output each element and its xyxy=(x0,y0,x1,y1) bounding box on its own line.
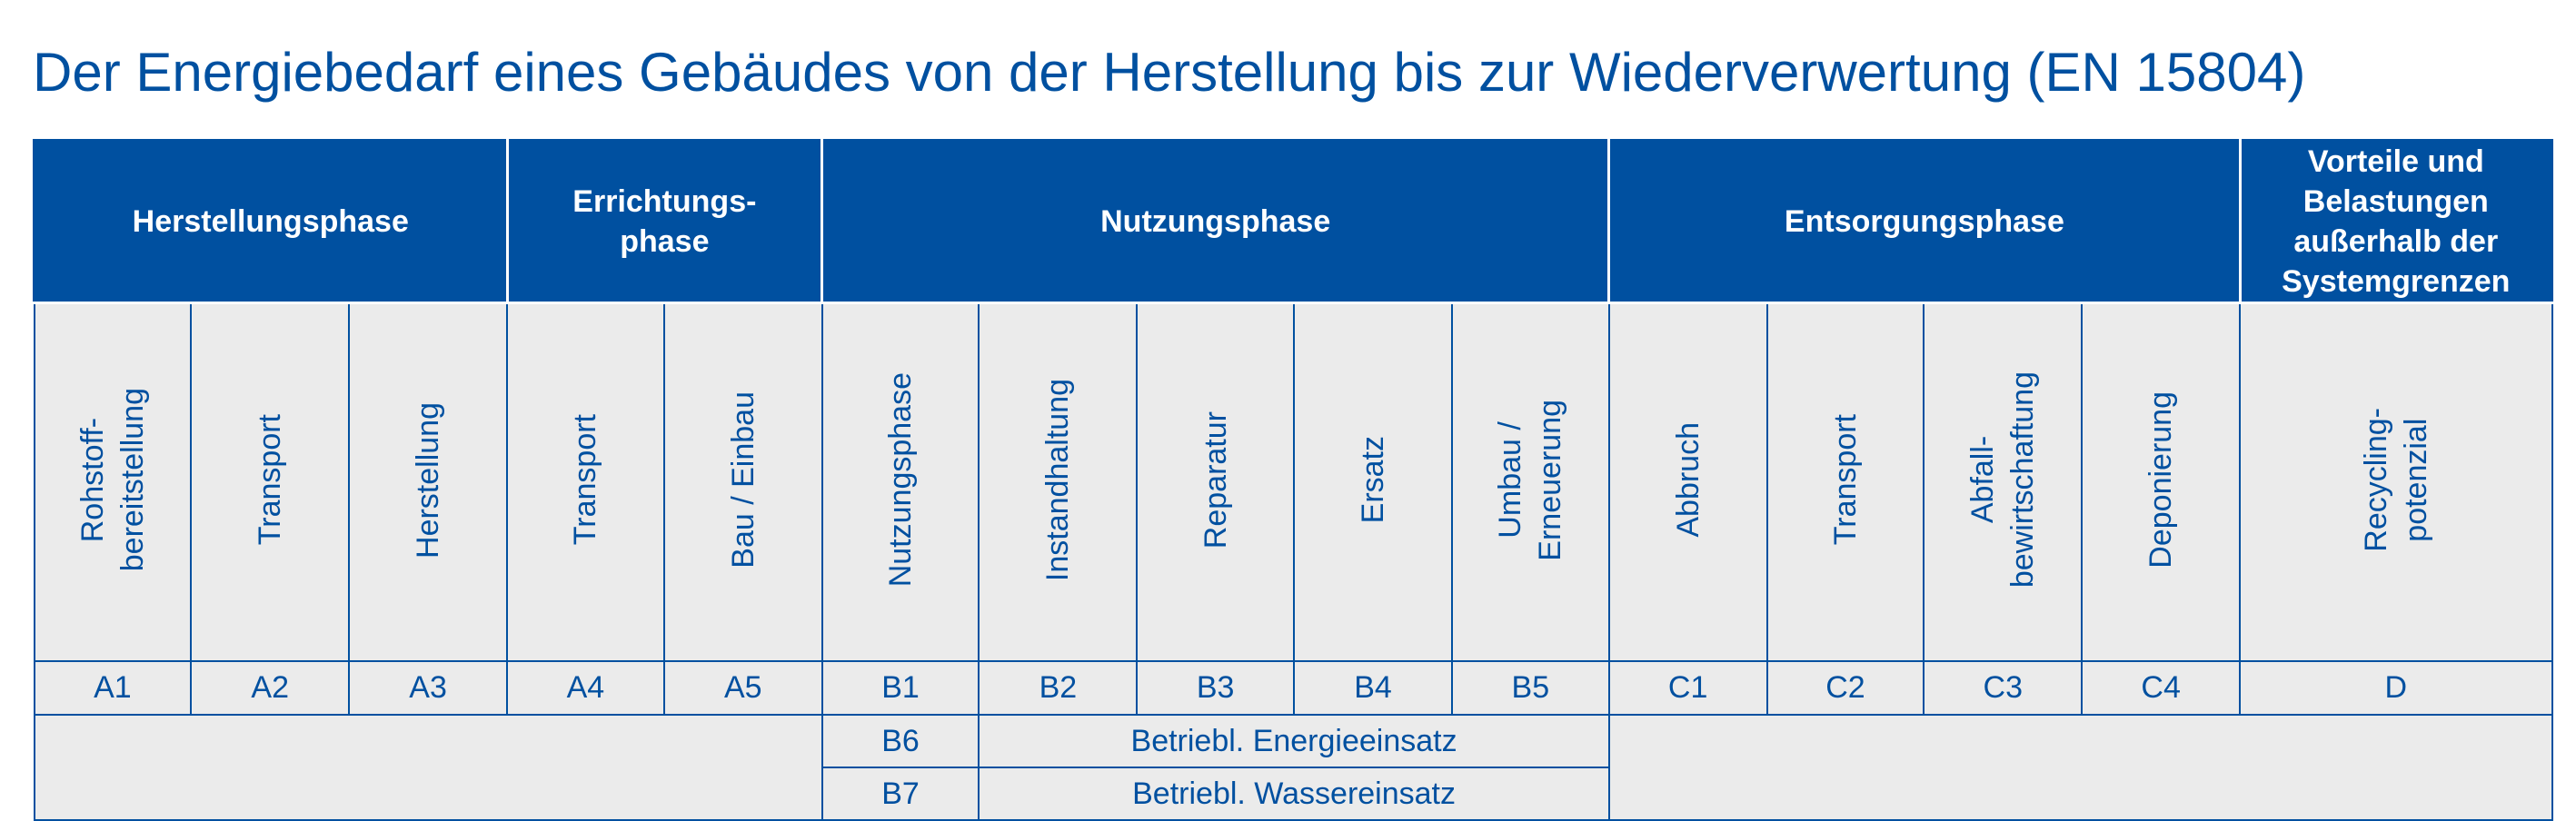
module-code-row: A1 A2 A3 A4 A5 B1 B2 B3 B4 B5 C1 C2 C3 C… xyxy=(33,660,2553,716)
phase-header: Entsorgungsphase xyxy=(1607,139,2242,304)
module-name: Ersatz xyxy=(1355,436,1390,524)
module-name: Recycling- potenzial xyxy=(2358,408,2433,552)
module-name-cell: Transport xyxy=(1765,302,1925,662)
module-code: B2 xyxy=(978,660,1139,716)
operational-label: Betriebl. Energieeinsatz xyxy=(978,714,1610,768)
phase-label: Entsorgungsphase xyxy=(1784,204,2064,239)
page-title: Der Energiebedarf eines Gebäudes von der… xyxy=(33,42,2306,103)
phase-label: Nutzungsphase xyxy=(1100,204,1331,239)
operational-code: B6 xyxy=(821,714,980,768)
phase-header: Nutzungsphase xyxy=(821,139,1611,304)
phase-header: Errichtungs- phase xyxy=(505,139,824,304)
module-code: B1 xyxy=(821,660,980,716)
phase-header: Vorteile und Belastungen außerhalb der S… xyxy=(2238,139,2554,304)
operational-label: Betriebl. Wassereinsatz xyxy=(978,767,1610,821)
module-name-cell: Nutzungsphase xyxy=(821,302,980,662)
module-code: A5 xyxy=(662,660,823,716)
module-code: A3 xyxy=(348,660,509,716)
module-name-row: Rohstoff- bereitstellung Transport Herst… xyxy=(33,302,2553,662)
operational-row: B6 Betriebl. Energieeinsatz xyxy=(33,714,2553,821)
module-name: Nutzungsphase xyxy=(883,372,919,588)
module-name-cell: Deponierung xyxy=(2081,302,2242,662)
phase-header-row: Herstellungsphase Errichtungs- phase Nut… xyxy=(33,139,2554,304)
module-name: Transport xyxy=(253,414,288,546)
module-code: C1 xyxy=(1607,660,1768,716)
phase-header: Herstellungsphase xyxy=(33,139,509,304)
module-name-cell: Ersatz xyxy=(1293,302,1453,662)
module-name-cell: Abfall- bewirtschaftung xyxy=(1923,302,2084,662)
module-name: Transport xyxy=(1827,414,1863,546)
module-name: Reparatur xyxy=(1198,410,1233,549)
module-code: B3 xyxy=(1136,660,1296,716)
module-code: A1 xyxy=(33,660,193,716)
empty-cell xyxy=(33,714,823,821)
module-name: Herstellung xyxy=(411,401,446,559)
module-name-cell: Transport xyxy=(506,302,665,662)
module-name: Bau / Einbau xyxy=(725,391,761,569)
phase-label: Vorteile und Belastungen außerhalb der S… xyxy=(2282,144,2511,299)
module-name-cell: Abbruch xyxy=(1607,302,1768,662)
lifecycle-table: Herstellungsphase Errichtungs- phase Nut… xyxy=(33,139,2554,821)
module-code: B5 xyxy=(1450,660,1610,716)
module-name-cell: Transport xyxy=(190,302,351,662)
module-name: Deponierung xyxy=(2143,391,2179,569)
module-code: D xyxy=(2239,660,2553,716)
module-name-cell: Bau / Einbau xyxy=(662,302,823,662)
module-name: Instandhaltung xyxy=(1040,378,1076,582)
module-name-cell: Reparatur xyxy=(1136,302,1296,662)
module-name-cell: Herstellung xyxy=(348,302,509,662)
module-name-cell: Recycling- potenzial xyxy=(2239,302,2553,662)
module-code: C2 xyxy=(1765,660,1925,716)
module-name-cell: Rohstoff- bereitstellung xyxy=(33,302,193,662)
module-code: A2 xyxy=(190,660,351,716)
module-name-cell: Umbau / Erneuerung xyxy=(1450,302,1610,662)
module-name: Transport xyxy=(568,414,603,546)
module-name: Rohstoff- bereitstellung xyxy=(75,388,150,572)
module-name-cell: Instandhaltung xyxy=(978,302,1139,662)
module-name: Abfall- bewirtschaftung xyxy=(1965,371,2041,589)
module-code: B4 xyxy=(1293,660,1453,716)
module-code: C3 xyxy=(1923,660,2084,716)
module-name: Abbruch xyxy=(1670,422,1706,538)
module-code: A4 xyxy=(506,660,665,716)
phase-label: Herstellungsphase xyxy=(132,204,409,239)
operational-code: B7 xyxy=(821,767,980,821)
phase-label: Errichtungs- phase xyxy=(572,184,757,259)
module-code: C4 xyxy=(2081,660,2242,716)
module-name: Umbau / Erneuerung xyxy=(1493,399,1568,561)
